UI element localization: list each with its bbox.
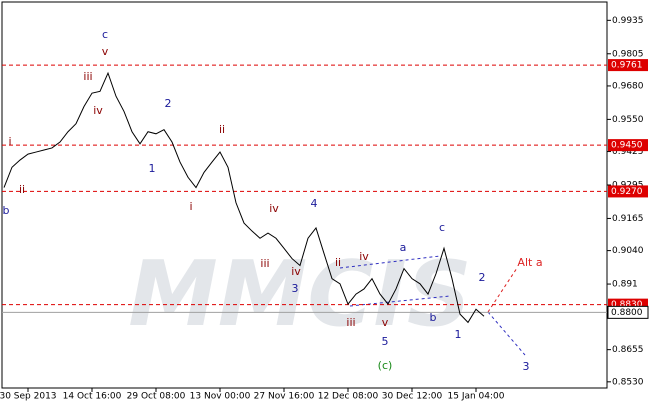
- channel-line: [339, 255, 441, 269]
- wave-label: 1: [455, 328, 462, 341]
- x-tick-label: 27 Nov 16:00: [254, 392, 315, 402]
- wave-label: iv: [93, 104, 103, 117]
- x-tick-label: 12 Dec 08:00: [318, 392, 379, 402]
- wave-label: c: [439, 221, 445, 234]
- y-tick-label: 0.8655: [612, 345, 644, 355]
- wave-label: ii: [19, 183, 25, 196]
- wave-label: iv: [291, 265, 301, 278]
- level-label-box: [608, 59, 648, 72]
- wave-label: i: [189, 200, 192, 213]
- y-tick-label: 0.9805: [612, 49, 644, 59]
- y-tick-label: 0.891: [612, 280, 638, 290]
- wave-label: iii: [346, 316, 355, 329]
- wave-label: v: [102, 45, 109, 58]
- level-label: 0.8830: [611, 300, 643, 310]
- current-price-label: 0.8800: [611, 308, 643, 318]
- wave-label: 5: [382, 335, 389, 348]
- wave-label: c: [102, 28, 108, 41]
- wave-label: 3: [523, 360, 530, 373]
- wave-label: 1: [149, 162, 156, 175]
- plot-frame: [1, 1, 608, 389]
- wave-label: ii: [335, 256, 341, 269]
- y-tick-label: 0.9165: [612, 214, 644, 224]
- x-tick-label: 30 Sep 2013: [0, 392, 57, 402]
- price-line: [3, 71, 485, 324]
- wave-label: a: [400, 241, 407, 254]
- y-tick-label: 0.9040: [612, 246, 644, 256]
- y-tick-label: 0.8530: [612, 377, 644, 387]
- channel-line: [349, 295, 451, 307]
- wave-label: b: [3, 204, 10, 217]
- wave-label: v: [382, 316, 389, 329]
- wave-label: 4: [311, 197, 318, 210]
- wave-label: iv: [269, 202, 279, 215]
- wave-label: b: [430, 311, 437, 324]
- x-tick-label: 14 Oct 16:00: [63, 392, 122, 402]
- wave-label: 2: [479, 271, 486, 284]
- level-label: 0.9270: [611, 187, 643, 197]
- x-tick-label: 15 Jan 04:00: [448, 392, 505, 402]
- current-price-box: [607, 305, 649, 319]
- x-tick-label: 13 Nov 00:00: [190, 392, 251, 402]
- level-label: 0.9450: [611, 141, 643, 151]
- wave-label: ii: [219, 123, 225, 136]
- level-label-box: [608, 185, 648, 198]
- wave-label: i: [8, 135, 11, 148]
- watermark: MMCIS: [128, 242, 471, 347]
- y-tick-label: 0.9550: [612, 115, 644, 125]
- x-tick-label: 30 Dec 12:00: [382, 392, 443, 402]
- wave-label: Alt a: [517, 256, 542, 269]
- y-tick-label: 0.9425: [612, 147, 644, 157]
- wave-label: iv: [359, 250, 369, 263]
- wave-label: iii: [260, 257, 269, 270]
- wave-label: iii: [83, 70, 92, 83]
- wave-label: 2: [165, 97, 172, 110]
- y-tick-label: 0.9680: [612, 81, 644, 91]
- x-tick-label: 29 Oct 08:00: [127, 392, 186, 402]
- y-tick-label: 0.9935: [612, 16, 644, 26]
- level-label: 0.9761: [611, 61, 643, 71]
- wave-label: 3: [292, 282, 299, 295]
- wave-label: (c): [378, 359, 393, 372]
- level-label-box: [608, 139, 648, 152]
